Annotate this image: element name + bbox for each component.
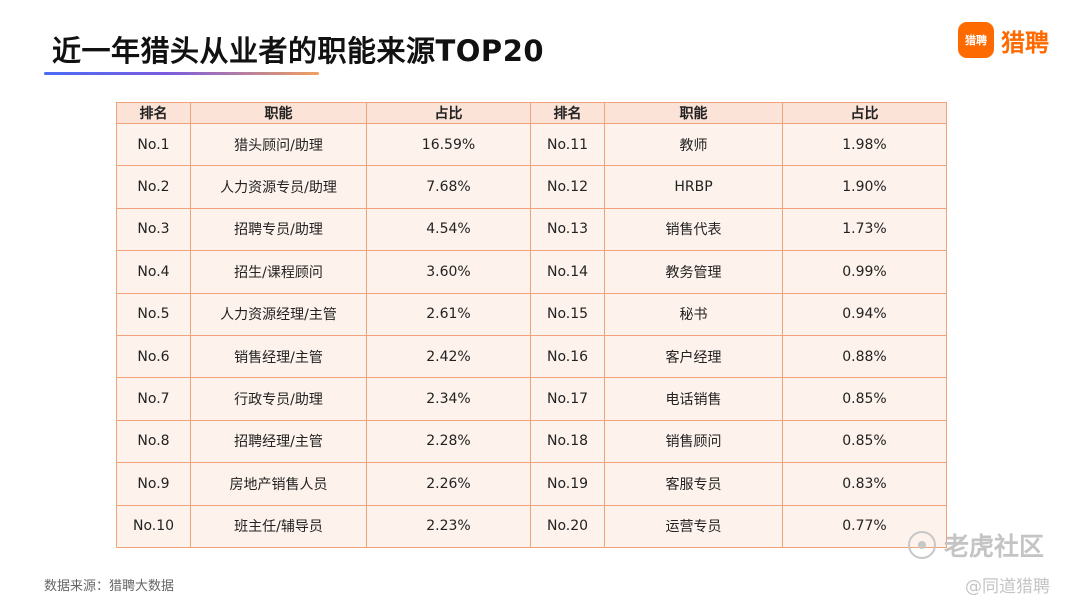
rank-cell: No.5 xyxy=(116,292,191,336)
function-cell: 客服专员 xyxy=(604,462,783,506)
liepin-logo: 猎聘 猎聘 xyxy=(958,22,1049,58)
function-cell: 销售顾问 xyxy=(604,419,783,464)
watermark-text: 老虎社区 xyxy=(944,532,1045,561)
page-title: 近一年猎头从业者的职能来源TOP20 xyxy=(52,34,545,68)
function-cell: 销售经理/主管 xyxy=(190,334,367,379)
rank-cell: No.18 xyxy=(530,419,605,464)
table-row: No.4 招生/课程顾问 3.60% No.14 教务管理 0.99% xyxy=(116,250,947,294)
function-cell: 人力资源经理/主管 xyxy=(190,292,367,336)
table-row: No.5 人力资源经理/主管 2.61% No.15 秘书 0.94% xyxy=(116,292,947,336)
table-row: No.8 招聘经理/主管 2.28% No.18 销售顾问 0.85% xyxy=(116,419,947,464)
share-cell: 3.60% xyxy=(366,250,531,294)
table-header-row: 排名 职能 占比 排名 职能 占比 xyxy=(116,102,947,124)
rank-header-2: 排名 xyxy=(530,102,605,124)
function-header: 职能 xyxy=(190,102,367,124)
rank-cell: No.9 xyxy=(116,462,191,506)
rank-cell: No.12 xyxy=(530,165,605,209)
table-row: No.9 房地产销售人员 2.26% No.19 客服专员 0.83% xyxy=(116,462,947,506)
table-row: No.2 人力资源专员/助理 7.68% No.12 HRBP 1.90% xyxy=(116,165,947,209)
share-header-2: 占比 xyxy=(782,102,947,124)
function-header-2: 职能 xyxy=(604,102,783,124)
function-cell: 客户经理 xyxy=(604,334,783,379)
function-cell: 猎头顾问/助理 xyxy=(190,122,367,167)
rank-cell: No.15 xyxy=(530,292,605,336)
function-cell: 销售代表 xyxy=(604,207,783,252)
rank-cell: No.10 xyxy=(116,504,191,549)
share-header: 占比 xyxy=(366,102,531,124)
logo-mark-icon: 猎聘 xyxy=(958,22,994,58)
function-cell: 教务管理 xyxy=(604,250,783,294)
rank-cell: No.20 xyxy=(530,504,605,549)
rank-cell: No.4 xyxy=(116,250,191,294)
rank-cell: No.14 xyxy=(530,250,605,294)
function-cell: 班主任/辅导员 xyxy=(190,504,367,549)
table-row: No.1 猎头顾问/助理 16.59% No.11 教师 1.98% xyxy=(116,122,947,167)
rank-cell: No.19 xyxy=(530,462,605,506)
title-underline xyxy=(44,72,319,75)
table-row: No.3 招聘专员/助理 4.54% No.13 销售代表 1.73% xyxy=(116,207,947,252)
function-cell: 招聘专员/助理 xyxy=(190,207,367,252)
function-cell: 招聘经理/主管 xyxy=(190,419,367,464)
share-cell: 2.23% xyxy=(366,504,531,549)
share-cell: 1.90% xyxy=(782,165,947,209)
function-cell: 行政专员/助理 xyxy=(190,377,367,421)
rank-header: 排名 xyxy=(116,102,191,124)
watermark-handle: @同道猎聘 xyxy=(965,577,1050,597)
share-cell: 4.54% xyxy=(366,207,531,252)
table-row: No.6 销售经理/主管 2.42% No.16 客户经理 0.88% xyxy=(116,334,947,379)
rank-cell: No.6 xyxy=(116,334,191,379)
share-cell: 2.61% xyxy=(366,292,531,336)
share-cell: 2.26% xyxy=(366,462,531,506)
function-cell: 招生/课程顾问 xyxy=(190,250,367,294)
share-cell: 1.73% xyxy=(782,207,947,252)
rank-cell: No.7 xyxy=(116,377,191,421)
share-cell: 0.94% xyxy=(782,292,947,336)
rank-cell: No.1 xyxy=(116,122,191,167)
share-cell: 0.85% xyxy=(782,419,947,464)
share-cell: 1.98% xyxy=(782,122,947,167)
function-cell: 教师 xyxy=(604,122,783,167)
table-row: No.10 班主任/辅导员 2.23% No.20 运营专员 0.77% xyxy=(116,504,947,549)
rank-cell: No.8 xyxy=(116,419,191,464)
rank-cell: No.2 xyxy=(116,165,191,209)
share-cell: 16.59% xyxy=(366,122,531,167)
table-row: No.7 行政专员/助理 2.34% No.17 电话销售 0.85% xyxy=(116,377,947,421)
rank-cell: No.3 xyxy=(116,207,191,252)
function-cell: 运营专员 xyxy=(604,504,783,549)
rank-cell: No.17 xyxy=(530,377,605,421)
share-cell: 0.83% xyxy=(782,462,947,506)
function-cell: 电话销售 xyxy=(604,377,783,421)
function-cell: 房地产销售人员 xyxy=(190,462,367,506)
rank-cell: No.13 xyxy=(530,207,605,252)
share-cell: 0.99% xyxy=(782,250,947,294)
function-cell: 人力资源专员/助理 xyxy=(190,165,367,209)
rank-cell: No.11 xyxy=(530,122,605,167)
paw-icon xyxy=(908,531,936,559)
ranking-table: 排名 职能 占比 排名 职能 占比 No.1 猎头顾问/助理 16.59% No.11 教师 1.9… xyxy=(116,102,947,549)
share-cell: 7.68% xyxy=(366,165,531,209)
share-cell: 0.85% xyxy=(782,377,947,421)
share-cell: 2.34% xyxy=(366,377,531,421)
share-cell: 0.88% xyxy=(782,334,947,379)
watermark-community: 老虎社区 xyxy=(908,528,1044,562)
function-cell: HRBP xyxy=(604,165,783,209)
table-body: No.1 猎头顾问/助理 16.59% No.11 教师 1.98% No.2 人力资源专员/… xyxy=(116,122,947,549)
share-cell: 2.42% xyxy=(366,334,531,379)
function-cell: 秘书 xyxy=(604,292,783,336)
data-source-note: 数据来源：猎聘大数据 xyxy=(44,579,175,594)
logo-text: 猎聘 xyxy=(1001,28,1049,57)
share-cell: 2.28% xyxy=(366,419,531,464)
rank-cell: No.16 xyxy=(530,334,605,379)
